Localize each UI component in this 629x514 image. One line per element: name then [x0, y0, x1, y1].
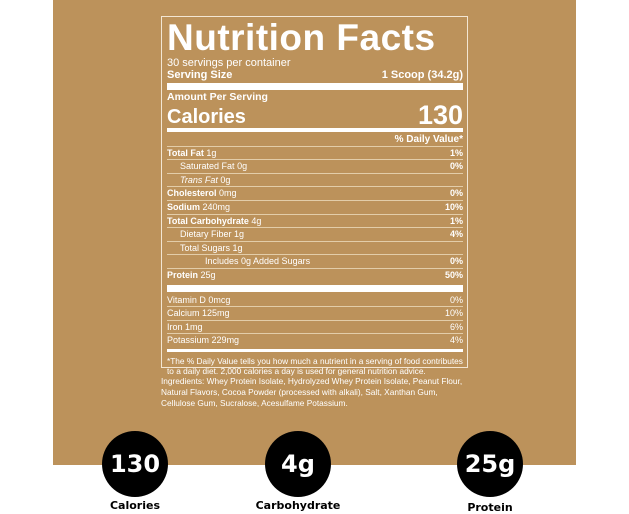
nutrient-row: Total Fat 1g 1% [167, 147, 463, 161]
divider-medium [167, 128, 463, 132]
nutrient-name: Total Sugars [180, 242, 231, 253]
divider-thick [167, 284, 463, 292]
nutrient-daily-value: 1% [449, 147, 463, 158]
nutrient-name: Total Fat [167, 147, 204, 158]
serving-size-label: Serving Size [167, 69, 233, 81]
vitamin-name: Calcium [167, 308, 200, 319]
nutrition-facts-label: Nutrition Facts 30 servings per containe… [161, 16, 468, 376]
nutrient-name: Total Carbohydrate [167, 215, 249, 226]
daily-value-footnote: *The % Daily Value tells you how much a … [167, 355, 463, 377]
serving-size-row: Serving Size 1 Scoop (34.2g) [167, 69, 463, 81]
nutrient-row: Total Carbohydrate 4g 1% [167, 215, 463, 229]
nutrient-row: Total Sugars 1g [167, 242, 463, 256]
nutrient-row: Trans Fat 0g [167, 174, 463, 188]
vitamin-row: Vitamin D 0mcg 0% [167, 294, 463, 308]
nutrient-amount: 240mg [202, 201, 231, 212]
nutrient-name: Trans Fat [180, 174, 218, 185]
nutrient-amount: 4g [251, 215, 262, 226]
divider-thick [167, 83, 463, 90]
nutrient-name: Protein [167, 269, 199, 280]
nutrient-daily-value: 1% [449, 215, 463, 226]
nutrient-row: Protein 25g 50% [167, 269, 463, 283]
vitamin-row: Potassium 229mg 4% [167, 334, 463, 348]
servings-per-container: 30 servings per container [167, 57, 291, 69]
calories-badge: 130 [102, 431, 168, 497]
carbohydrate-badge: 4g [265, 431, 331, 497]
calories-label: Calories [167, 106, 246, 128]
vitamin-name: Potassium [167, 335, 210, 346]
nutrient-daily-value: 50% [444, 269, 463, 280]
nutrient-row: Sodium 240mg 10% [167, 201, 463, 215]
nutrient-amount: 1g [234, 229, 245, 240]
vitamin-row: Iron 1mg 6% [167, 321, 463, 335]
nutrient-row: Includes 0g Added Sugars 0% [167, 255, 463, 269]
nutrient-row: Cholesterol 0mg 0% [167, 187, 463, 201]
vitamin-name: Iron [167, 321, 183, 332]
protein-badge: 25g [457, 431, 523, 497]
calories-row: Calories 130 [167, 100, 463, 130]
carbohydrate-badge-label: Carbohydrate [255, 499, 341, 512]
vitamin-amount: 1mg [185, 321, 203, 332]
nutrient-name: Sodium [167, 201, 200, 212]
nutrient-daily-value: 0% [449, 188, 463, 199]
nutrient-amount: 1g [206, 147, 217, 158]
protein-badge-label: Protein [467, 501, 513, 514]
nutrient-name: Includes 0g Added Sugars [205, 256, 311, 267]
amount-per-serving: Amount Per Serving [167, 91, 268, 103]
daily-value-header: % Daily Value* [167, 133, 463, 147]
calories-badge-label: Calories [109, 499, 161, 512]
nutrient-amount: 0mg [219, 188, 237, 199]
vitamin-name: Vitamin D [167, 294, 206, 305]
vitamin-amount: 229mg [211, 335, 240, 346]
calories-value: 130 [417, 100, 463, 130]
vitamin-daily-value: 0% [449, 294, 463, 305]
vitamin-amount: 125mg [202, 308, 230, 319]
nutrient-row: Saturated Fat 0g 0% [167, 160, 463, 174]
vitamin-daily-value: 10% [444, 308, 463, 319]
nutrient-amount: 0g [220, 174, 231, 185]
nutrient-amount: 1g [232, 242, 243, 253]
nutrient-name: Cholesterol [167, 188, 217, 199]
label-title: Nutrition Facts [167, 17, 436, 58]
vitamin-amount: 0mcg [208, 294, 231, 305]
vitamin-daily-value: 6% [449, 321, 463, 332]
nutrient-amount: 25g [200, 269, 216, 280]
product-background [53, 0, 576, 465]
vitamin-row: Calcium 125mg 10% [167, 307, 463, 321]
nutrient-amount: 0g [237, 161, 248, 172]
divider-medium [167, 348, 463, 352]
nutrient-daily-value: 10% [444, 201, 463, 212]
ingredients-text: Ingredients: Whey Protein Isolate, Hydro… [161, 376, 463, 408]
serving-size-value: 1 Scoop (34.2g) [381, 69, 463, 81]
nutrient-daily-value: 4% [449, 229, 463, 240]
nutrient-daily-value: 0% [449, 161, 463, 172]
nutrient-name: Dietary Fiber [180, 229, 232, 240]
vitamin-daily-value: 4% [449, 335, 463, 346]
nutrient-daily-value: 0% [449, 256, 463, 267]
nutrient-name: Saturated Fat [180, 161, 235, 172]
nutrient-row: Dietary Fiber 1g 4% [167, 228, 463, 242]
